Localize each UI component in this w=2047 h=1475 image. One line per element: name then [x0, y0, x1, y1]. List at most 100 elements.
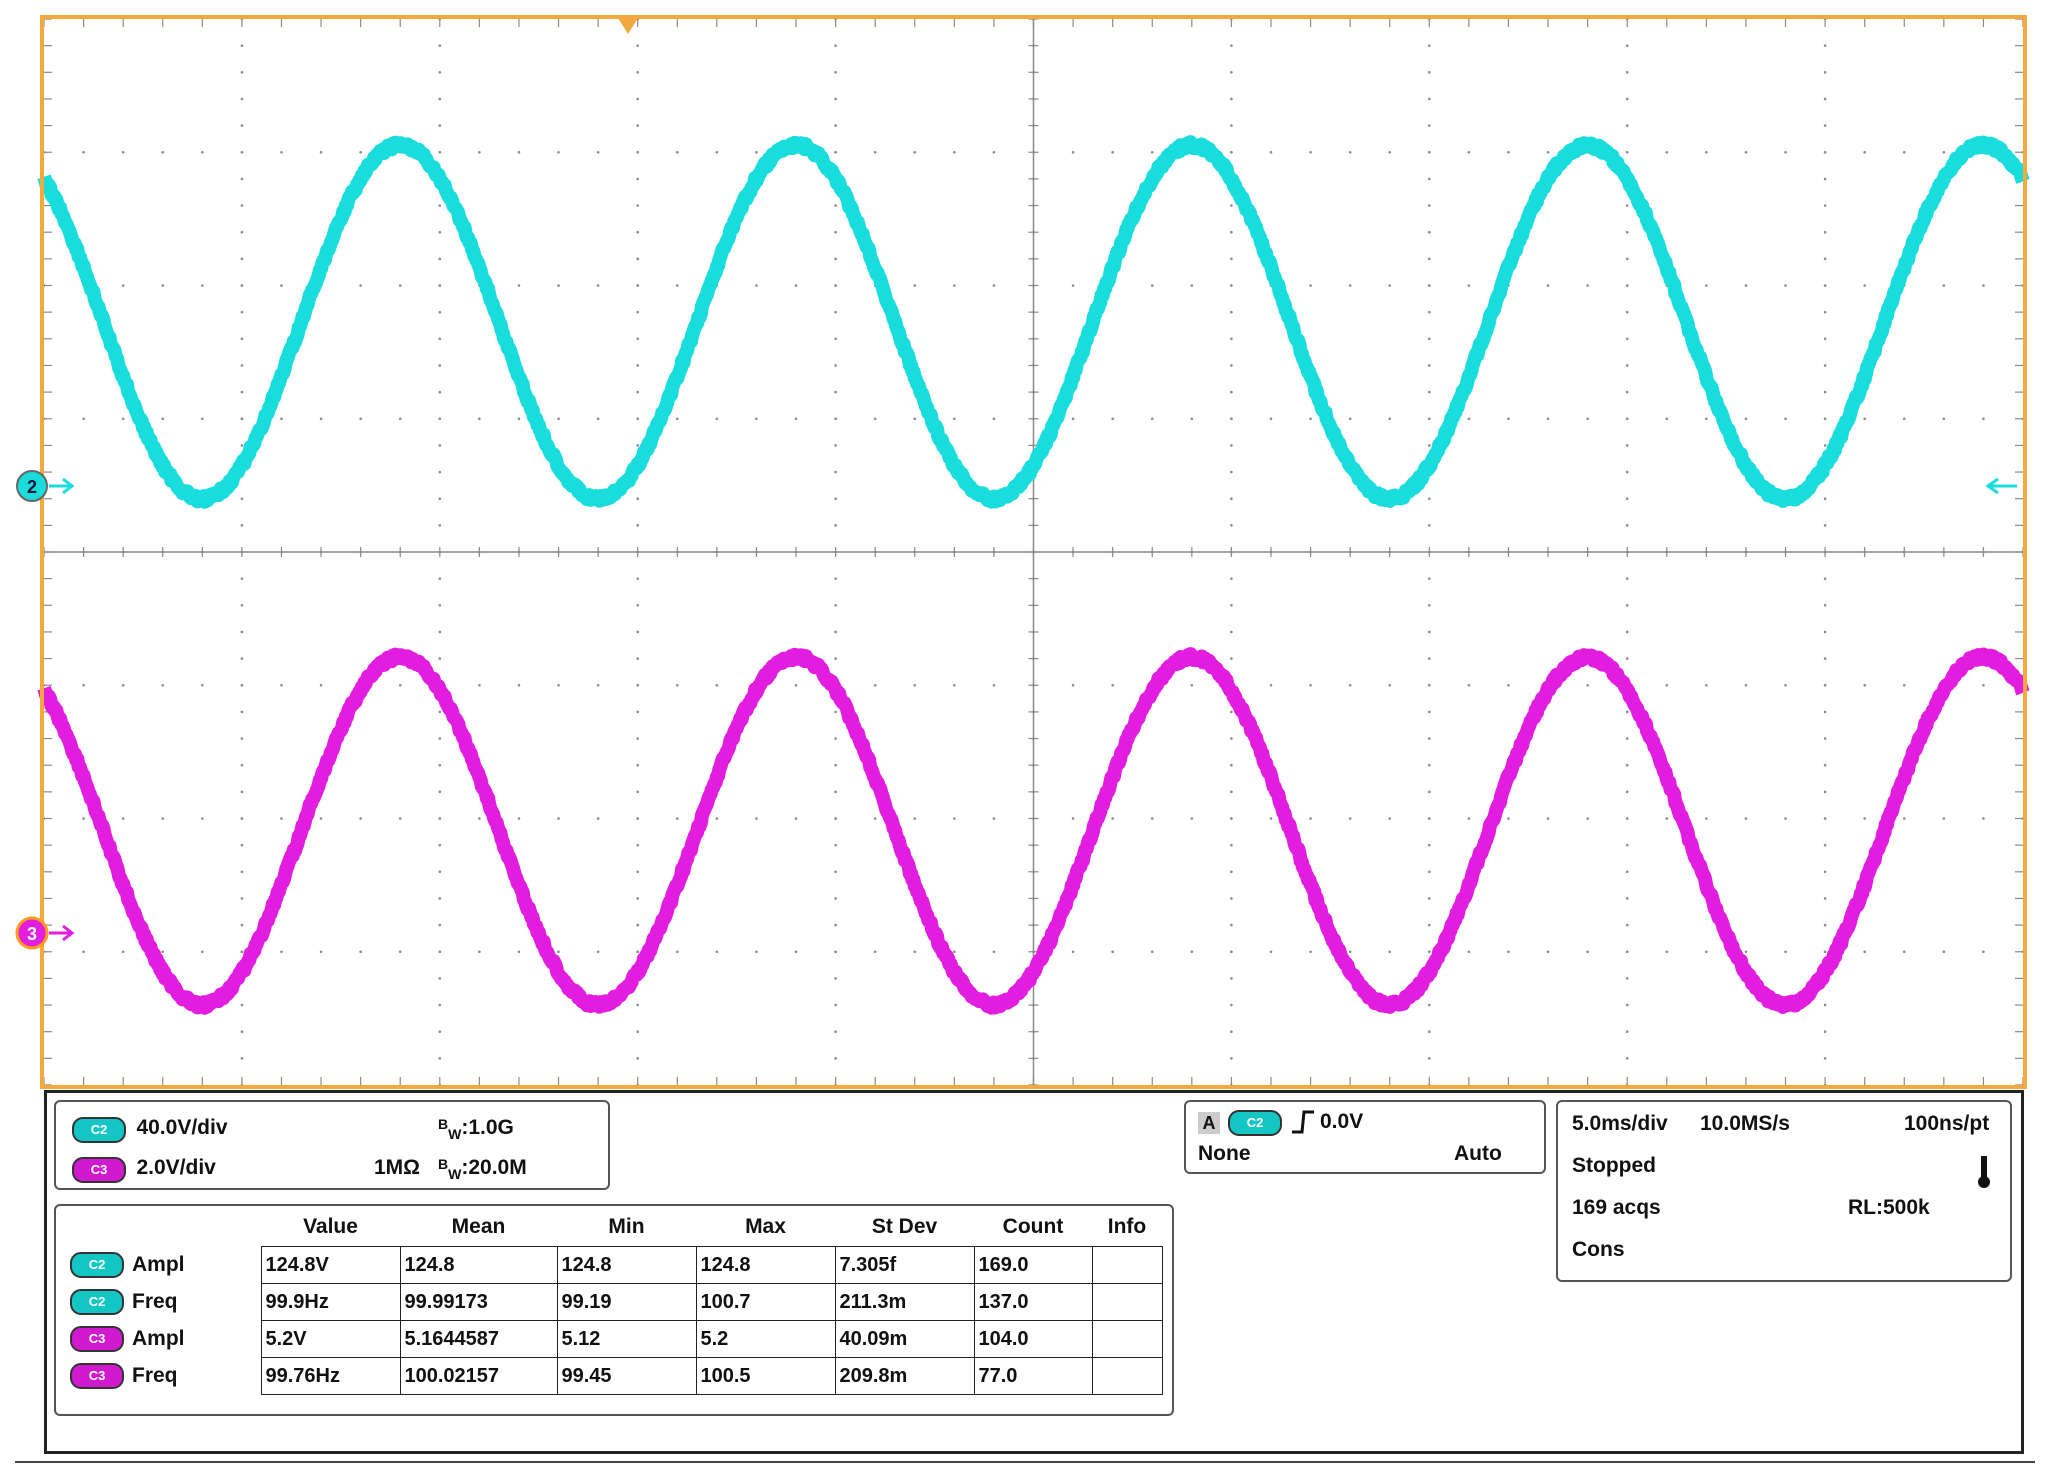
measurement-cell: 5.1644587	[399, 1320, 558, 1358]
grid-dot	[1230, 604, 1233, 607]
grid-dot	[517, 150, 521, 154]
grid-dot	[1230, 417, 1233, 421]
grid-dot	[1784, 683, 1787, 687]
grid-dot	[240, 577, 244, 580]
grid-dot	[201, 150, 204, 154]
grid-dot	[1823, 204, 1827, 207]
grid-dot	[438, 1057, 442, 1060]
grid-dot	[834, 1003, 837, 1007]
grid-dot	[1428, 230, 1431, 234]
ch2-settings-row[interactable]: C2 40.0V/div	[72, 1116, 228, 1143]
grid-dot	[755, 950, 758, 954]
grid-dot	[438, 364, 442, 367]
grid-dot	[438, 444, 442, 447]
grid-dot	[675, 817, 679, 820]
grid-dot	[557, 284, 560, 287]
grid-dot	[1625, 1030, 1629, 1033]
grid-dot	[715, 817, 719, 820]
grid-dot	[240, 310, 244, 314]
grid-dot	[834, 310, 837, 314]
grid-dot	[1428, 44, 1431, 47]
grid-dot	[1111, 417, 1114, 421]
ch2-ground-marker[interactable]: 2	[16, 470, 75, 502]
grid-dot	[834, 364, 837, 367]
grid-dot	[1467, 817, 1471, 820]
grid-dot	[1230, 790, 1233, 794]
grid-dot	[1823, 97, 1827, 101]
channel-tag: C2	[70, 1289, 124, 1315]
grid-dot	[438, 604, 442, 607]
grid-dot	[1625, 97, 1629, 101]
grid-dot	[1942, 150, 1946, 154]
grid-dot	[755, 284, 758, 287]
grid-dot	[240, 843, 244, 847]
grid-dot	[596, 150, 600, 154]
grid-dot	[1428, 763, 1431, 767]
ch3-ground-marker[interactable]: 3	[15, 916, 75, 950]
measurement-cell	[1091, 1246, 1163, 1284]
grid-dot	[1071, 284, 1075, 287]
grid-dot	[794, 417, 798, 421]
grid-dot	[438, 977, 442, 980]
grid-dot	[438, 390, 442, 394]
measurement-row[interactable]: C2 Ampl 124.8V 124.8 124.8 124.8 7.305f 169.0	[56, 1246, 1163, 1284]
grid-dot	[1428, 337, 1431, 341]
grid-dot	[1309, 950, 1312, 954]
grid-dot	[1230, 444, 1233, 447]
grid-dot	[398, 683, 402, 687]
grid-dot	[636, 897, 639, 900]
acq-state: Stopped	[1572, 1154, 1656, 1177]
grid-dot	[1823, 630, 1827, 634]
acq-count: 169 acqs	[1572, 1196, 1661, 1219]
grid-dot	[834, 44, 837, 47]
grid-dot	[1625, 284, 1629, 287]
measurement-panel[interactable]: Value Mean Min Max St Dev Count Info C2 A…	[54, 1204, 1174, 1416]
grid-dot	[953, 683, 956, 687]
bw-label: B	[438, 1156, 449, 1172]
grid-dot	[280, 817, 283, 820]
grid-dot	[636, 524, 639, 527]
grid-dot	[636, 577, 639, 580]
measurement-row[interactable]: C3 Ampl 5.2V 5.1644587 5.12 5.2 40.09m 104.0	[56, 1320, 1163, 1358]
grid-dot	[1467, 284, 1471, 287]
grid-dot	[1111, 150, 1114, 154]
grid-dot	[992, 150, 996, 154]
grid-dot	[1744, 683, 1748, 687]
grid-dot	[636, 1030, 639, 1033]
measurement-name: Freq	[132, 1289, 178, 1313]
measurement-label: C2 Freq	[56, 1284, 261, 1321]
grid-dot	[1625, 1003, 1629, 1007]
grid-dot	[992, 683, 996, 687]
grid-dot	[1230, 657, 1233, 660]
grid-dot	[1823, 1057, 1827, 1060]
grid-dot	[1428, 364, 1431, 367]
horizontal-panel[interactable]: 5.0ms/div 10.0MS/s 100ns/pt Stopped 169 …	[1556, 1100, 2012, 1282]
ch3-settings-row[interactable]: C3 2.0V/div	[72, 1156, 216, 1183]
grid-dot	[1507, 950, 1510, 954]
grid-dot	[675, 683, 679, 687]
measurement-cell: 124.8	[399, 1246, 558, 1284]
grid-dot	[359, 950, 362, 954]
grid-dot	[438, 337, 442, 341]
grid-dot	[201, 284, 204, 287]
grid-dot	[596, 284, 600, 287]
grid-dot	[1230, 870, 1233, 874]
vertical-settings-panel[interactable]: C2 40.0V/div BW:1.0G C3 2.0V/div 1MΩ BW:…	[54, 1100, 610, 1190]
grid-dot	[1111, 683, 1114, 687]
trigger-position-icon[interactable]	[618, 18, 638, 34]
grid-dot	[1230, 284, 1233, 287]
grid-dot	[1230, 337, 1233, 341]
grid-dot	[636, 150, 639, 154]
measurement-row[interactable]: C3 Freq 99.76Hz 100.02157 99.45 100.5 209.8m 77…	[56, 1357, 1163, 1395]
measurement-row[interactable]: C2 Freq 99.9Hz 99.99173 99.19 100.7 211.3m 137.…	[56, 1283, 1163, 1321]
grid-dot	[82, 683, 85, 687]
measurement-name: Freq	[132, 1363, 178, 1387]
grid-dot	[82, 817, 85, 820]
grid-dot	[1784, 817, 1787, 820]
channel-tag: C3	[70, 1326, 124, 1352]
measurement-cell: 137.0	[973, 1283, 1093, 1321]
trigger-panel[interactable]: A C2 0.0V None Auto	[1184, 1100, 1546, 1174]
grid-dot	[1230, 843, 1233, 847]
grid-dot	[1823, 763, 1827, 767]
